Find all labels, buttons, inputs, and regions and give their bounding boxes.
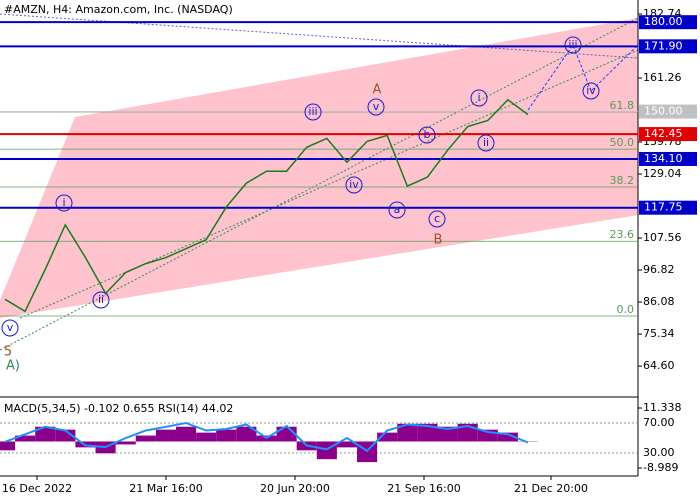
macd-bar xyxy=(15,435,36,442)
wave-label: c xyxy=(434,212,440,225)
y-tick-label: 161.26 xyxy=(643,71,682,84)
y-tick-label: 75.34 xyxy=(643,327,675,340)
macd-bar xyxy=(196,432,217,442)
y-tick-label: 96.82 xyxy=(643,263,675,276)
macd-bar xyxy=(336,441,358,448)
y-tick-label: 64.60 xyxy=(643,359,675,372)
wave-label: ii xyxy=(483,136,489,149)
macd-bar xyxy=(477,429,498,442)
wave-marker xyxy=(1,319,19,337)
wave-marker xyxy=(92,291,110,309)
y-tick-label: 11.338 xyxy=(643,401,682,414)
wave-label: 5 xyxy=(4,345,12,360)
wave-label: iii xyxy=(568,38,577,51)
x-tick-label: 16 Dec 2022 xyxy=(2,482,72,495)
macd-bar xyxy=(236,426,257,442)
wave-marker xyxy=(477,134,495,152)
trend-line xyxy=(19,49,639,319)
forecast-line xyxy=(527,43,639,111)
macd-bar xyxy=(35,426,56,442)
wave-marker xyxy=(304,103,322,121)
y-tick-label: 107.56 xyxy=(643,231,682,244)
wave-label: iii xyxy=(308,105,317,118)
channel xyxy=(0,18,638,318)
macd-bar xyxy=(155,429,176,442)
wave-label: b xyxy=(424,128,431,141)
macd-bar xyxy=(115,441,136,445)
level-box xyxy=(639,15,697,30)
y-tick-label: 129.04 xyxy=(643,167,682,180)
indicator-title: MACD(5,34,5) -0.102 0.655 RSI(14) 44.02 xyxy=(4,402,233,415)
y2-tick-label: 70.00 xyxy=(643,416,675,429)
wave-label: iv xyxy=(349,178,359,191)
fib-label: 23.6 xyxy=(610,228,635,241)
fib-label: 61.8 xyxy=(610,99,635,112)
level-label: 117.75 xyxy=(644,201,683,214)
wave-marker xyxy=(470,89,488,107)
wave-label: v xyxy=(373,100,380,113)
wave-label: ii xyxy=(98,293,104,306)
wave-marker xyxy=(582,82,600,100)
macd-bar xyxy=(216,429,237,442)
rsi-line xyxy=(4,421,529,453)
x-tick-label: 21 Dec 20:00 xyxy=(514,482,588,495)
price-line xyxy=(4,98,529,313)
wave-label: i xyxy=(477,91,480,104)
wave-label: B xyxy=(434,233,443,248)
macd-bar xyxy=(55,429,76,442)
wave-marker xyxy=(55,194,73,212)
wave-marker xyxy=(428,210,446,228)
macd-bar xyxy=(135,435,156,442)
macd-bar xyxy=(417,423,438,442)
x-tick-label: 20 Jun 20:00 xyxy=(260,482,330,495)
wave-marker xyxy=(418,126,436,144)
level-box xyxy=(639,39,697,54)
level-label: 134.10 xyxy=(644,152,683,165)
macd-bar xyxy=(437,426,458,442)
level-label: 171.90 xyxy=(644,39,683,52)
wave-marker xyxy=(345,176,363,194)
wave-marker xyxy=(564,36,582,54)
level-label: 142.45 xyxy=(644,127,683,140)
y2-tick-label: 30.00 xyxy=(643,446,675,459)
level-box xyxy=(639,151,697,166)
wave-marker xyxy=(367,98,385,116)
wave-label: a xyxy=(394,203,401,216)
x-tick-label: 21 Mar 16:00 xyxy=(129,482,202,495)
level-box xyxy=(639,127,697,142)
level-box xyxy=(639,104,697,119)
y-tick-label: 86.08 xyxy=(643,295,675,308)
chart-title: #AMZN, H4: Amazon.com, Inc. (NASDAQ) xyxy=(4,3,233,16)
wave-label: iv xyxy=(586,84,596,97)
wave-label: v xyxy=(7,321,14,334)
fib-label: 38.2 xyxy=(610,174,635,187)
x-tick-label: 21 Sep 16:00 xyxy=(387,482,460,495)
level-box xyxy=(639,200,697,215)
y-tick-label: -8.989 xyxy=(643,461,678,474)
macd-bar xyxy=(497,432,518,442)
wave-label: A) xyxy=(6,359,20,374)
level-label: 150.00 xyxy=(644,105,683,118)
macd-bar xyxy=(397,423,418,442)
level-label: 180.00 xyxy=(644,15,683,28)
fib-label: 0.0 xyxy=(617,303,635,316)
wave-label: A xyxy=(373,83,382,98)
trend-line xyxy=(0,13,639,59)
macd-bar xyxy=(175,426,197,442)
wave-marker xyxy=(388,201,406,219)
wave-label: i xyxy=(62,196,65,209)
macd-bar xyxy=(377,432,398,442)
macd-bar xyxy=(0,441,16,451)
fib-label: 50.0 xyxy=(610,136,635,149)
